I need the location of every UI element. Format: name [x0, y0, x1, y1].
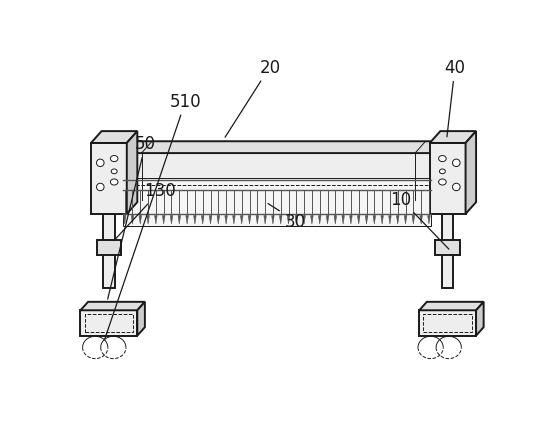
Polygon shape — [287, 216, 290, 225]
Bar — [441, 215, 453, 289]
Circle shape — [110, 156, 118, 162]
Polygon shape — [476, 302, 484, 336]
Polygon shape — [131, 216, 134, 225]
Text: 20: 20 — [225, 59, 280, 138]
Polygon shape — [428, 216, 430, 225]
Polygon shape — [110, 142, 457, 154]
Bar — [97, 240, 121, 256]
Bar — [424, 314, 472, 332]
Bar — [419, 311, 476, 336]
Polygon shape — [194, 216, 196, 225]
Polygon shape — [217, 216, 219, 225]
Polygon shape — [357, 216, 360, 225]
Polygon shape — [412, 216, 415, 225]
Polygon shape — [186, 216, 188, 225]
Polygon shape — [209, 216, 212, 225]
Bar — [110, 154, 447, 201]
Polygon shape — [272, 216, 274, 225]
Polygon shape — [201, 216, 204, 225]
Circle shape — [439, 156, 446, 162]
Polygon shape — [225, 216, 228, 225]
Polygon shape — [123, 216, 126, 225]
Text: 30: 30 — [268, 204, 306, 230]
Text: 10: 10 — [390, 190, 449, 250]
Text: 50: 50 — [108, 134, 156, 300]
Polygon shape — [248, 216, 251, 225]
Text: 130: 130 — [114, 182, 176, 241]
Polygon shape — [373, 216, 376, 225]
Ellipse shape — [452, 160, 460, 167]
Polygon shape — [139, 216, 142, 225]
Polygon shape — [389, 216, 391, 225]
Polygon shape — [318, 216, 321, 225]
Polygon shape — [420, 216, 422, 225]
Polygon shape — [365, 216, 368, 225]
Ellipse shape — [97, 160, 104, 167]
Bar — [123, 179, 431, 226]
Text: 40: 40 — [445, 59, 465, 138]
Polygon shape — [311, 216, 313, 225]
Bar — [91, 144, 127, 215]
Polygon shape — [171, 216, 173, 225]
Polygon shape — [91, 132, 137, 144]
Text: 510: 510 — [105, 92, 201, 340]
Polygon shape — [446, 142, 457, 201]
Polygon shape — [396, 216, 399, 225]
Circle shape — [110, 180, 118, 186]
Bar — [80, 311, 137, 336]
Polygon shape — [264, 216, 267, 225]
Polygon shape — [465, 132, 476, 215]
Polygon shape — [127, 132, 137, 215]
Polygon shape — [430, 132, 476, 144]
Polygon shape — [162, 216, 165, 225]
Polygon shape — [232, 216, 235, 225]
Polygon shape — [178, 216, 181, 225]
Bar — [430, 144, 465, 215]
Polygon shape — [256, 216, 258, 225]
Polygon shape — [147, 216, 149, 225]
Polygon shape — [350, 216, 352, 225]
Circle shape — [439, 170, 445, 174]
Polygon shape — [405, 216, 407, 225]
Polygon shape — [342, 216, 344, 225]
Ellipse shape — [97, 184, 104, 191]
Polygon shape — [295, 216, 298, 225]
Ellipse shape — [452, 184, 460, 191]
Polygon shape — [419, 302, 484, 311]
Polygon shape — [303, 216, 305, 225]
Bar — [85, 314, 133, 332]
Circle shape — [111, 170, 117, 174]
Bar — [103, 215, 115, 289]
Circle shape — [439, 180, 446, 186]
Polygon shape — [326, 216, 329, 225]
Polygon shape — [80, 302, 145, 311]
Polygon shape — [241, 216, 243, 225]
Polygon shape — [280, 216, 282, 225]
Polygon shape — [334, 216, 337, 225]
Bar — [435, 240, 460, 256]
Polygon shape — [381, 216, 383, 225]
Polygon shape — [137, 302, 145, 336]
Polygon shape — [155, 216, 157, 225]
